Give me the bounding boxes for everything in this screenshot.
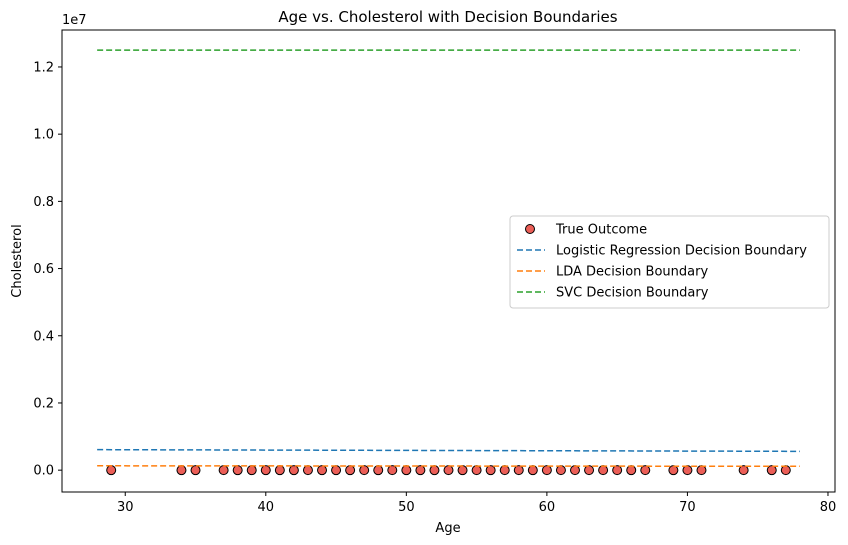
legend-label: True Outcome [555,223,647,238]
y-tick-label: 0.0 [33,464,54,479]
series-line-1 [97,448,800,453]
data-point [387,465,398,476]
axes: 30 40 50 60 70 80 0.0 0.2 0.4 0.6 0.8 1.0 1.2 [33,60,836,515]
data-point [612,465,623,476]
data-point [766,465,777,476]
x-tick-label: 30 [117,500,134,515]
data-point [682,465,693,476]
data-point [457,465,468,476]
y-tick-label: 0.2 [33,396,54,411]
x-tick-label: 60 [539,500,556,515]
y-axis-label: Cholesterol [10,224,25,297]
y-tick-label: 0.6 [33,262,54,277]
data-point [513,465,524,476]
legend-marker [525,224,535,234]
data-point [499,465,510,476]
data-point [738,465,749,476]
x-tick-label: 50 [398,500,415,515]
data-point [373,465,384,476]
data-point [302,465,313,476]
data-point [471,465,482,476]
data-point [668,465,679,476]
data-point [345,465,356,476]
data-point [274,465,285,476]
data-point [555,465,566,476]
data-point [584,465,595,476]
data-point [232,465,243,476]
y-offset-label: 1e7 [62,13,87,28]
y-tick-label: 1.0 [33,128,54,143]
data-point [260,465,271,476]
data-point [541,465,552,476]
x-tick-label: 40 [258,500,275,515]
data-point [415,465,426,476]
data-point [443,465,454,476]
y-tick-label: 1.2 [33,60,54,75]
data-point [485,465,496,476]
data-point [218,465,229,476]
data-point [598,465,609,476]
data-point [696,465,707,476]
legend-label: SVC Decision Boundary [556,286,709,301]
legend-box [509,215,830,309]
x-axis-label: Age [435,521,460,536]
y-tick-label: 0.8 [33,195,54,210]
y-tick-label: 0.4 [33,329,54,344]
data-point [640,465,651,476]
data-point [569,465,580,476]
legend: True Outcome Logistic Regression Decision… [509,215,830,309]
data-point [317,465,328,476]
plot-area [97,49,800,476]
data-point [527,465,538,476]
legend-label: LDA Decision Boundary [556,265,708,280]
data-point [401,465,412,476]
data-point [190,465,201,476]
series-line-2 [97,465,800,468]
data-point [359,465,370,476]
data-point [288,465,299,476]
data-point [246,465,257,476]
data-point [106,465,117,476]
data-point [626,465,637,476]
data-point [331,465,342,476]
legend-label: Logistic Regression Decision Boundary [556,244,807,259]
data-point [429,465,440,476]
chart-title: Age vs. Cholesterol with Decision Bounda… [278,8,617,26]
data-point [176,465,187,476]
plot-frame [61,29,836,493]
x-tick-label: 70 [679,500,696,515]
x-tick-label: 80 [820,500,837,515]
